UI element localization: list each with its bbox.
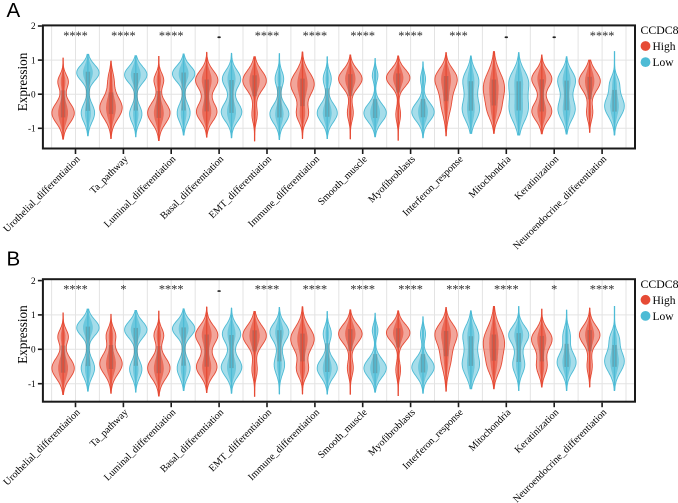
svg-text:****: ****: [255, 29, 280, 43]
svg-text:****: ****: [255, 282, 280, 296]
svg-text:*: *: [551, 282, 557, 296]
svg-text:1: 1: [31, 310, 36, 320]
svg-text:****: ****: [398, 29, 423, 43]
svg-text:****: ****: [494, 282, 519, 296]
svg-text:****: ****: [303, 29, 328, 43]
svg-text:2: 2: [31, 21, 36, 31]
svg-text:-1: -1: [28, 379, 36, 389]
svg-text:B: B: [7, 248, 21, 271]
svg-text:****: ****: [350, 29, 375, 43]
svg-text:Expression: Expression: [15, 305, 30, 364]
svg-text:****: ****: [398, 282, 423, 296]
svg-text:High: High: [653, 41, 676, 53]
svg-text:****: ****: [159, 282, 184, 296]
svg-text:****: ****: [63, 282, 88, 296]
svg-text:Low: Low: [653, 311, 675, 323]
svg-text:****: ****: [111, 29, 136, 43]
svg-text:****: ****: [63, 29, 88, 43]
svg-text:1: 1: [31, 55, 36, 65]
svg-text:****: ****: [590, 282, 615, 296]
svg-text:CCDC8: CCDC8: [641, 277, 678, 291]
svg-text:****: ****: [159, 29, 184, 43]
svg-text:****: ****: [590, 29, 615, 43]
svg-text:0: 0: [31, 89, 36, 99]
svg-text:High: High: [653, 295, 676, 307]
svg-text:2: 2: [31, 276, 36, 286]
svg-text:Expression: Expression: [15, 52, 30, 111]
svg-text:A: A: [7, 0, 21, 22]
svg-text:-1: -1: [28, 124, 36, 134]
svg-text:****: ****: [350, 282, 375, 296]
svg-text:****: ****: [446, 282, 471, 296]
svg-text:0: 0: [31, 345, 36, 355]
svg-text:CCDC8: CCDC8: [641, 23, 678, 37]
svg-text:*: *: [120, 282, 126, 296]
svg-text:Low: Low: [653, 57, 675, 69]
svg-text:***: ***: [449, 29, 467, 43]
svg-text:****: ****: [303, 282, 328, 296]
